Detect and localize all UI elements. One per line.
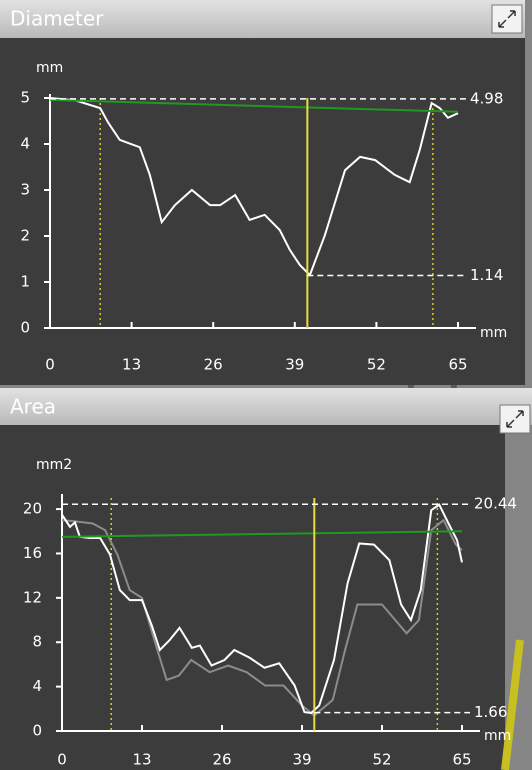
x-tick-label: 39 xyxy=(292,751,311,769)
y-tick-label: 0 xyxy=(32,722,42,740)
x-tick-label: 13 xyxy=(122,356,141,374)
x-unit: mm xyxy=(484,728,511,744)
chart-title: Area xyxy=(10,395,56,419)
chart-title: Diameter xyxy=(10,7,104,31)
expand-button[interactable] xyxy=(492,5,522,33)
x-tick-label: 26 xyxy=(212,751,231,769)
x-tick-label: 65 xyxy=(452,751,471,769)
y-tick-label: 20 xyxy=(23,500,42,518)
y-tick-label: 3 xyxy=(20,181,30,199)
x-tick-label: 52 xyxy=(367,356,386,374)
x-tick-label: 39 xyxy=(285,356,304,374)
panel xyxy=(0,38,525,385)
x-tick-label: 65 xyxy=(448,356,467,374)
y-tick-label: 16 xyxy=(23,544,42,562)
y-tick-label: 5 xyxy=(20,89,30,107)
panel xyxy=(0,425,505,770)
y-tick-label: 4 xyxy=(20,135,30,153)
y-unit: mm2 xyxy=(36,457,72,473)
y-tick-label: 4 xyxy=(32,677,42,695)
y-tick-label: 12 xyxy=(23,588,42,606)
x-unit: mm xyxy=(480,325,507,341)
reference-label: 1.14 xyxy=(470,266,503,284)
expand-button[interactable] xyxy=(500,405,530,433)
y-tick-label: 0 xyxy=(20,319,30,337)
y-tick-label: 8 xyxy=(32,633,42,651)
x-tick-label: 26 xyxy=(204,356,223,374)
y-tick-label: 2 xyxy=(20,227,30,245)
panel-header xyxy=(0,388,532,425)
reference-label: 4.98 xyxy=(470,89,503,107)
x-tick-label: 13 xyxy=(132,751,151,769)
x-tick-label: 0 xyxy=(57,751,67,769)
screen: Diametermmmm012345013263952654.981.14Are… xyxy=(0,0,532,770)
x-tick-label: 52 xyxy=(372,751,391,769)
x-tick-label: 0 xyxy=(45,356,55,374)
y-tick-label: 1 xyxy=(20,273,30,291)
y-unit: mm xyxy=(36,60,63,76)
reference-label: 1.66 xyxy=(474,703,507,721)
reference-label: 20.44 xyxy=(474,495,517,513)
